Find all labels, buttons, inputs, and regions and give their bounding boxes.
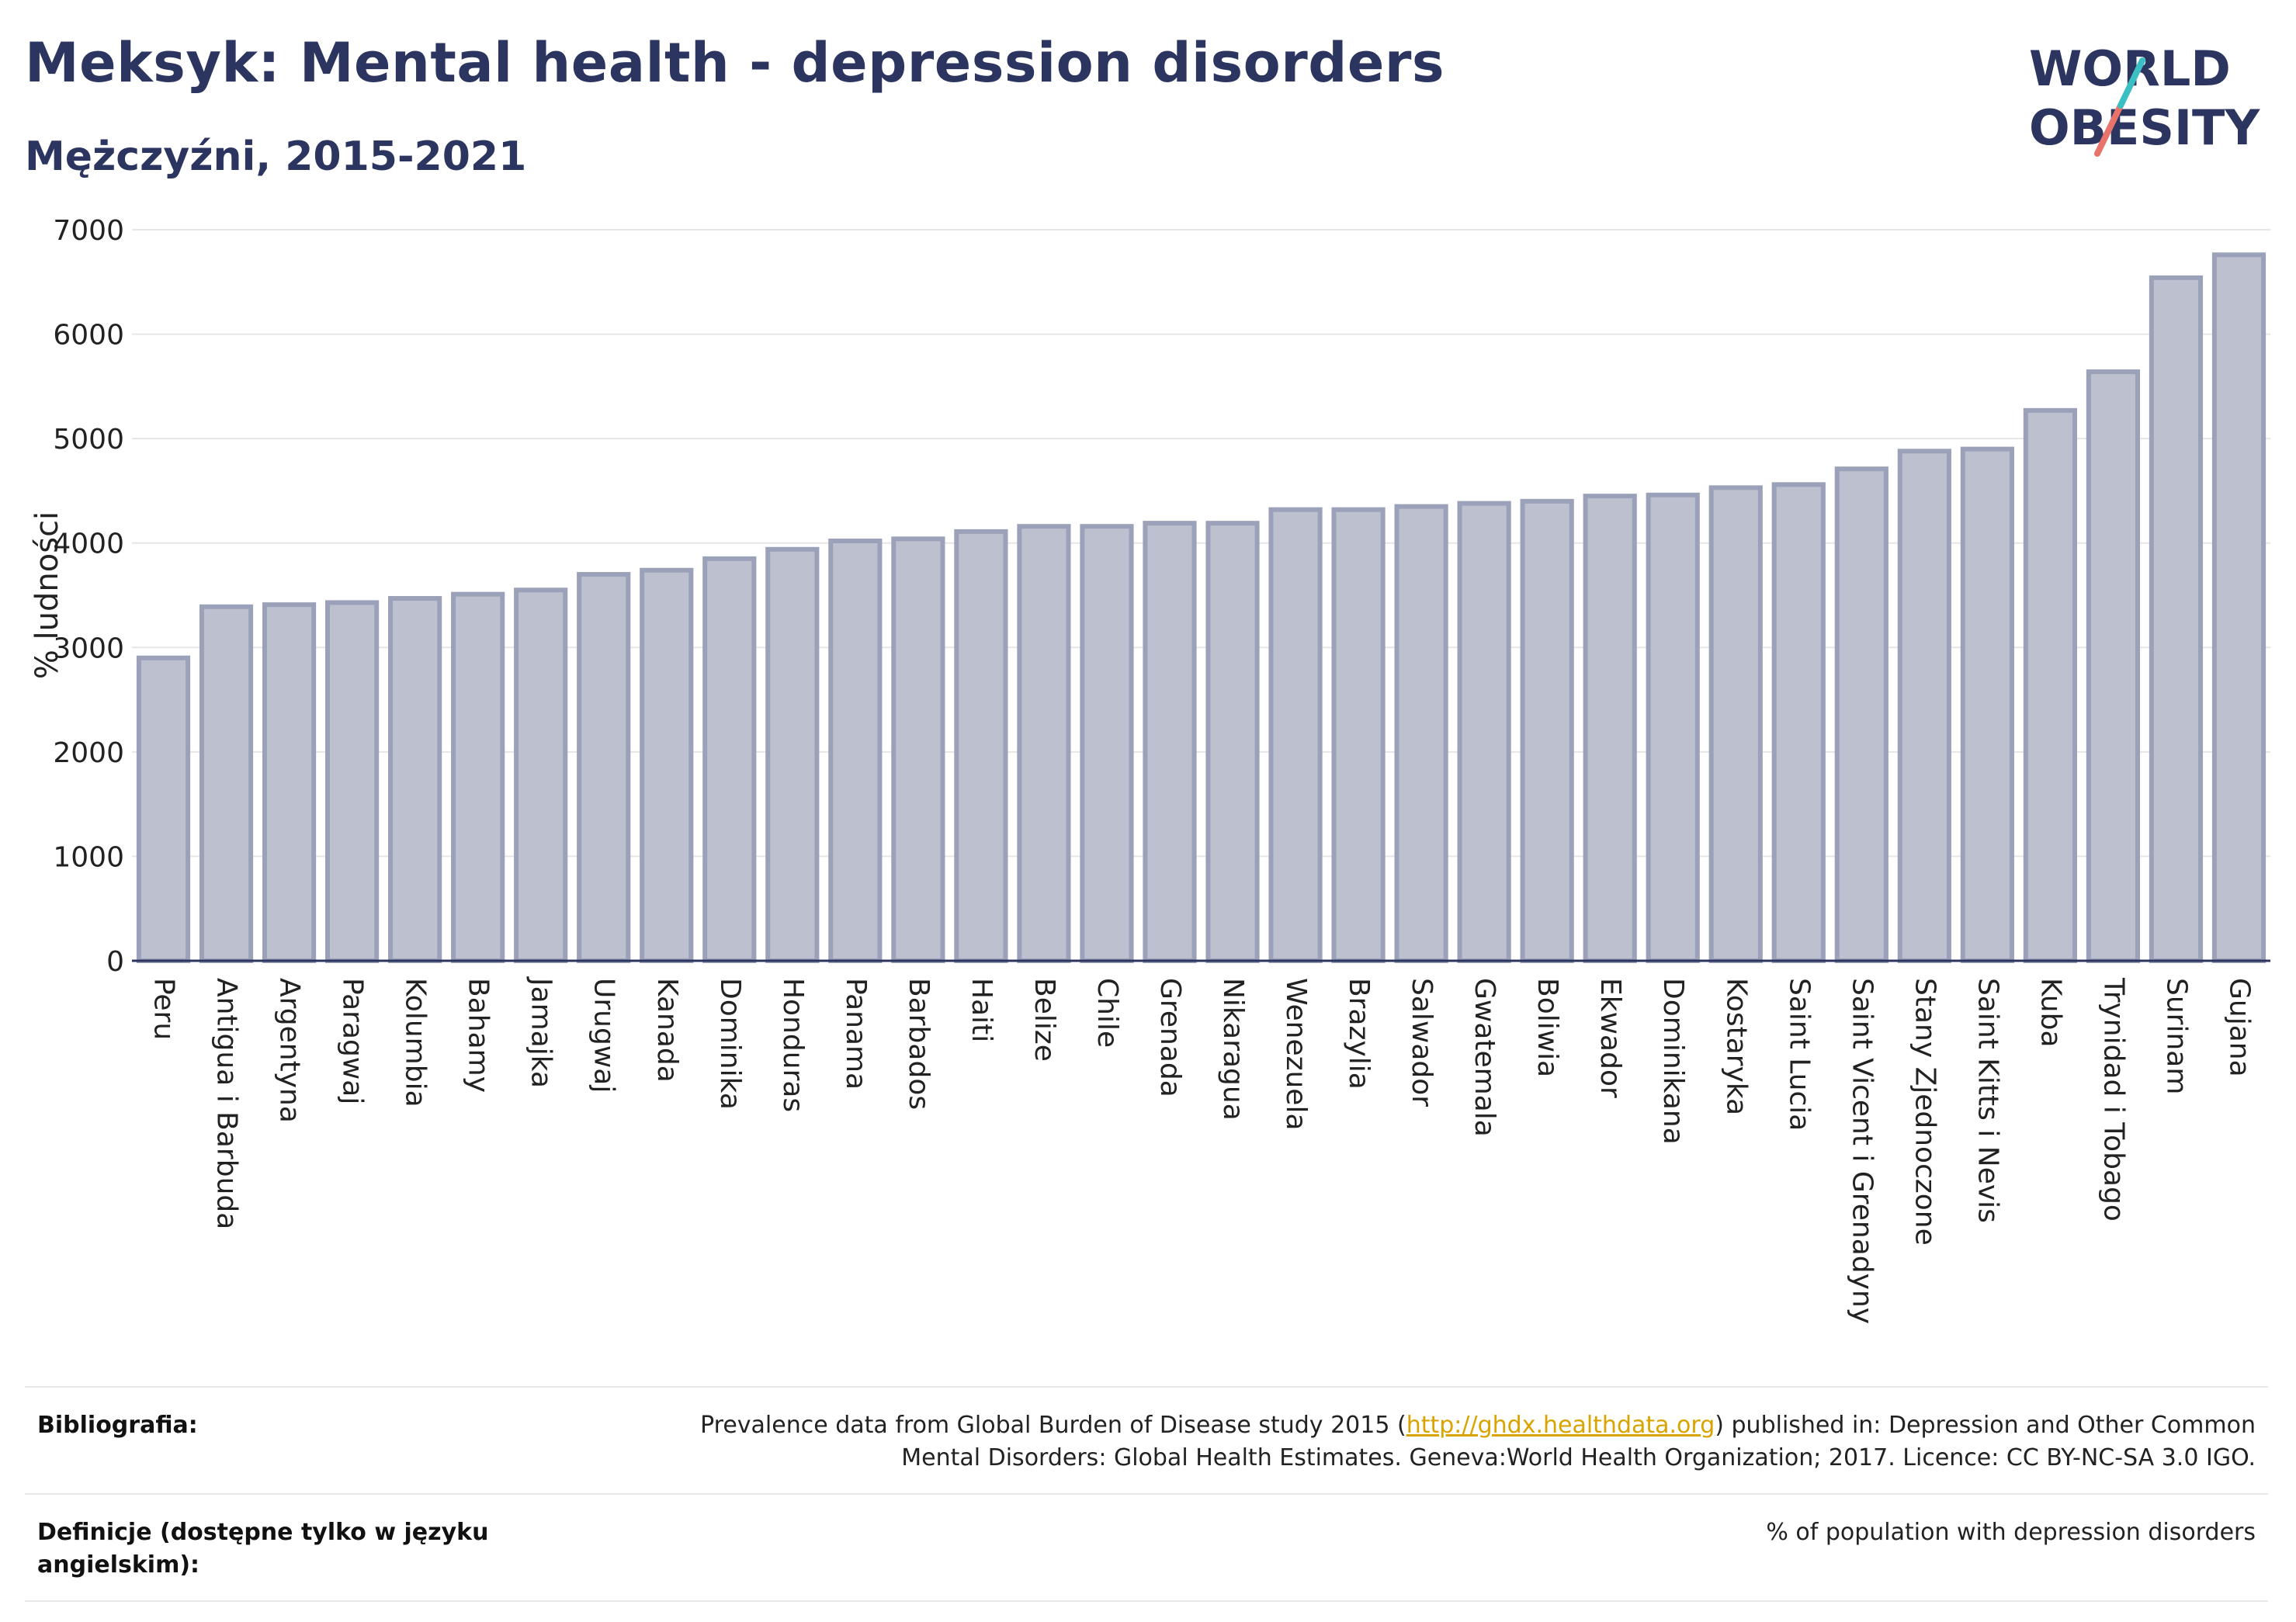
bibliography-label: Bibliografia: [37,1412,198,1439]
x-tick-label: Brazylia [1343,978,1375,1090]
x-tick-label: Salwador [1406,978,1438,1107]
bibliography-pre: Prevalence data from Global Burden of Di… [700,1412,1406,1439]
x-tick-label: Trynidad i Tobago [2097,977,2129,1222]
bibliography-line2: Mental Disorders: Global Health Estimate… [901,1444,2256,1471]
x-tick-label: Kanada [651,978,683,1083]
x-tick-label: Grenada [1154,978,1186,1097]
x-tick-label: Gujana [2223,978,2255,1077]
bar [1143,521,1197,964]
bar [388,596,442,964]
y-tick-label: 4000 [53,529,124,560]
x-tick-label: Argentyna [274,978,306,1123]
y-axis-label: % ludności [29,511,65,679]
x-tick-label: Antigua i Barbuda [211,978,243,1229]
y-tick-label: 3000 [53,633,124,664]
x-tick-label: Surinam [2160,978,2192,1094]
x-tick-label: Belize [1028,978,1060,1062]
x-tick-label: Ekwador [1594,978,1626,1098]
x-tick-label: Nikaragua [1217,978,1249,1121]
logo-slash-top [2117,57,2145,109]
bar [2211,252,2267,964]
x-tick-label: Saint Kitts i Nevis [1972,978,2003,1223]
definitions-row: Definicje (dostępne tylko w języku angie… [25,1493,2268,1602]
bar [1834,466,1888,963]
bibliography-text: Prevalence data from Global Burden of Di… [548,1409,2256,1475]
bar [1268,507,1323,963]
x-tick-label: Peru [148,978,180,1040]
bar [2086,369,2141,963]
x-tick-label: Saint Lucia [1783,978,1815,1131]
axes: 0 1000 2000 3000 4000 5000 6000 7000 Peru Antigua… [53,215,2270,1324]
world-obesity-logo: WORLD OBESITY [2029,40,2260,157]
bars [136,252,2267,964]
logo-text-obesity: OBESITY [2029,99,2260,156]
y-tick-label: 1000 [53,841,124,873]
bar [891,536,945,963]
bar [1897,449,1951,963]
bibliography-post: ) published in: Depression and Other Com… [1715,1412,2256,1439]
bar [1457,501,1511,963]
x-tick-label: Dominika [714,978,746,1110]
bar [640,567,694,963]
x-tick-label: Chile [1091,978,1123,1048]
bar [1080,524,1134,963]
bar [2023,407,2077,963]
bar [1520,498,1574,963]
x-tick-label: Honduras [777,978,809,1112]
x-tick-label: Kuba [2034,978,2066,1048]
bar [1394,504,1448,964]
bar [199,604,254,963]
x-tick-label: Paragwaj [337,978,369,1104]
footer: Bibliografia: Prevalence data from Globa… [25,1386,2268,1602]
chart-subtitle: Mężczyźni, 2015-2021 [25,133,527,180]
bar [1017,524,1071,963]
bar [136,655,191,963]
x-tick-label: Haiti [966,978,997,1042]
y-tick-label: 2000 [53,737,124,769]
x-tick-label: Stany Zjednoczone [1909,978,1941,1246]
bar [451,591,505,963]
y-tick-label: 0 [106,946,124,978]
bar [954,529,1008,963]
definitions-text: % of population with depression disorder… [1766,1519,2256,1546]
bibliography-row: Bibliografia: Prevalence data from Globa… [25,1386,2268,1493]
y-tick-label: 6000 [53,320,124,352]
bar [262,602,317,964]
x-tick-label: Saint Vicent i Grenadyny [1846,978,1878,1324]
bibliography-link[interactable]: http://ghdx.healthdata.org [1406,1412,1715,1439]
bar [2149,275,2204,964]
bar [1331,507,1386,963]
bar [1771,482,1826,963]
bar [325,600,380,963]
x-tick-label: Panama [840,978,872,1090]
x-tick-label: Boliwia [1531,978,1563,1077]
bar [1960,446,2014,964]
x-tick-label: Urugwaj [588,978,620,1093]
bar [1708,485,1763,963]
bar [1205,521,1260,964]
x-tick-label: Dominikana [1657,978,1689,1145]
y-tick-label: 5000 [53,424,124,456]
definitions-label: Definicje (dostępne tylko w języku angie… [37,1519,489,1579]
x-tick-label: Bahamy [463,978,494,1093]
x-tick-label: Barbados [903,978,935,1110]
bar [1583,494,1637,963]
x-tick-label: Kolumbia [400,978,432,1107]
x-tick-label: Jamajka [525,976,557,1088]
chart-title: Meksyk: Mental health - depression disor… [25,31,1445,95]
x-tick-label: Wenezuela [1280,978,1312,1131]
x-tick-label: Kostaryka [1720,978,1752,1115]
bar [828,539,883,964]
bar [765,546,820,963]
bar [702,556,757,963]
bar-chart: 0 1000 2000 3000 4000 5000 6000 7000 Peru Antigua… [29,215,2270,1324]
y-tick-label: 7000 [53,215,124,247]
bar [577,572,631,963]
x-tick-label: Gwatemala [1469,978,1500,1137]
logo-slash-bottom [2094,102,2124,157]
bar [514,587,568,963]
bar [1646,492,1700,964]
